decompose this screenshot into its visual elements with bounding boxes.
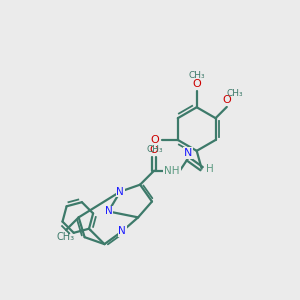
Text: H: H (206, 164, 214, 174)
Text: NH: NH (164, 166, 180, 176)
Text: N: N (118, 226, 126, 236)
Text: CH₃: CH₃ (226, 88, 243, 98)
Text: O: O (150, 145, 158, 155)
Text: CH₃: CH₃ (56, 232, 74, 242)
Text: O: O (151, 135, 159, 145)
Text: O: O (192, 80, 201, 89)
Text: N: N (116, 187, 124, 196)
Text: O: O (222, 95, 231, 105)
Text: N: N (184, 148, 192, 158)
Text: CH₃: CH₃ (188, 71, 205, 80)
Text: CH₃: CH₃ (147, 146, 164, 154)
Text: N: N (104, 206, 112, 216)
